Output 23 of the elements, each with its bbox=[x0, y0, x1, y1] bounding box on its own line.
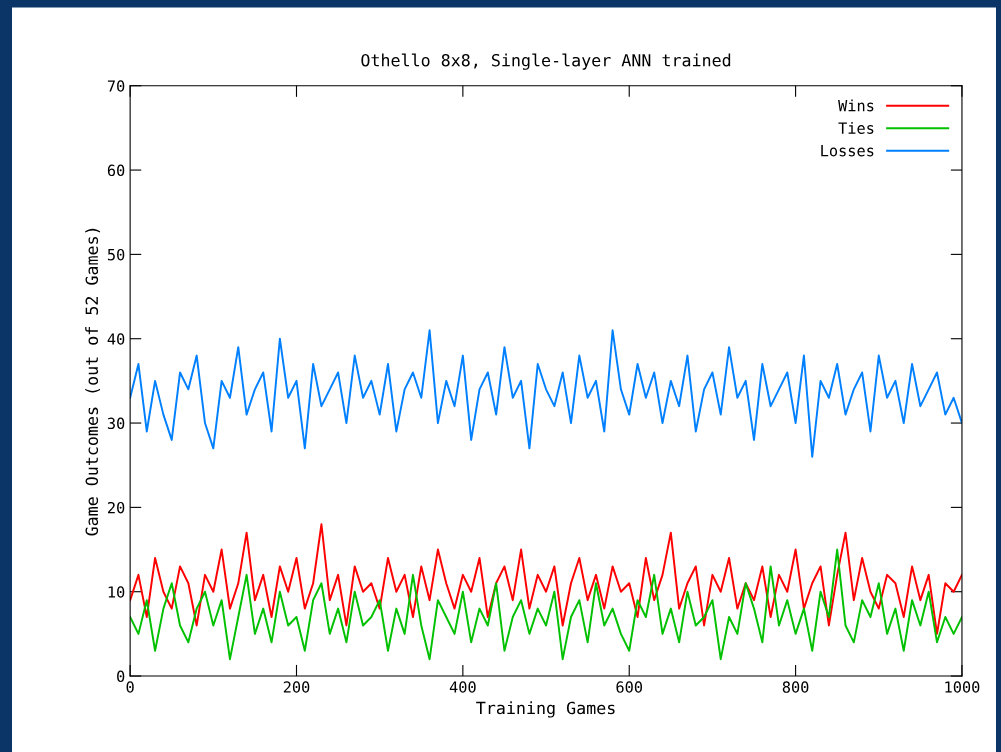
x-tick-label: 1000 bbox=[945, 681, 980, 693]
line-series bbox=[130, 329, 962, 458]
x-axis-title: Training Games bbox=[476, 701, 615, 718]
x-tick-label: 200 bbox=[283, 681, 310, 693]
legend-label: Ties bbox=[838, 122, 874, 134]
y-tick-label: 60 bbox=[107, 164, 125, 177]
y-tick-label: 20 bbox=[108, 501, 125, 514]
y-tick-label: 40 bbox=[107, 333, 125, 345]
y-tick-label: 50 bbox=[107, 248, 125, 261]
y-axis-title: Game Outcomes (out of 52 Games) bbox=[85, 228, 101, 536]
x-tick-label: 800 bbox=[782, 681, 809, 693]
x-tick-label: 0 bbox=[126, 681, 134, 693]
y-tick-label: 0 bbox=[117, 670, 125, 683]
legend-label: Wins bbox=[838, 99, 874, 112]
y-tick-label: 10 bbox=[108, 586, 125, 598]
x-tick-label: 600 bbox=[616, 681, 643, 693]
x-tick-label: 400 bbox=[449, 681, 476, 693]
legend-label: Losses bbox=[821, 145, 874, 157]
chart-title: Othello 8x8, Single-layer ANN trained bbox=[361, 53, 731, 70]
y-tick-label: 30 bbox=[107, 417, 125, 430]
y-tick-label: 70 bbox=[107, 80, 125, 92]
line-series bbox=[130, 548, 962, 661]
line-series bbox=[130, 523, 962, 635]
